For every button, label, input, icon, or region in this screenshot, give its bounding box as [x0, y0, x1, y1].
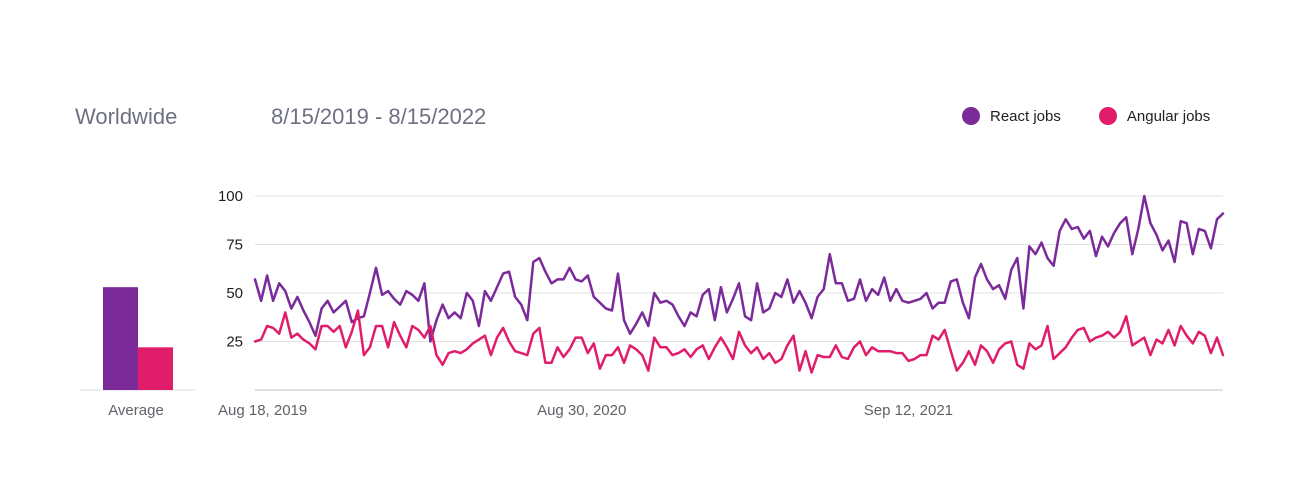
- region-label[interactable]: Worldwide: [75, 104, 178, 129]
- average-bar-react[interactable]: [103, 287, 138, 390]
- average-bar-angular[interactable]: [138, 347, 173, 390]
- y-tick-label: 75: [226, 237, 243, 254]
- y-axis: 25 50 75 100: [218, 188, 243, 351]
- legend-label-react: React jobs: [990, 107, 1061, 125]
- x-tick-label: Aug 30, 2020: [537, 402, 626, 419]
- series-lines: [253, 194, 1225, 374]
- legend: React jobs Angular jobs: [962, 107, 1210, 125]
- date-range-label[interactable]: 8/15/2019 - 8/15/2022: [271, 104, 487, 129]
- y-tick-label: 50: [226, 285, 243, 302]
- y-tick-label: 25: [226, 334, 243, 351]
- y-tick-label: 100: [218, 188, 243, 205]
- legend-item-angular[interactable]: Angular jobs: [1098, 107, 1211, 125]
- average-label: Average: [108, 402, 164, 419]
- average-chart: Average: [80, 287, 196, 419]
- grid: [255, 195, 1223, 391]
- series-line-angular[interactable]: [253, 309, 1225, 374]
- react-legend-dot-icon: [962, 107, 980, 125]
- angular-legend-dot-icon: [1098, 107, 1117, 125]
- x-tick-label: Sep 12, 2021: [864, 402, 953, 419]
- series-line-react[interactable]: [253, 194, 1225, 343]
- x-axis: Aug 18, 2019 Aug 30, 2020 Sep 12, 2021: [218, 402, 953, 419]
- legend-item-react[interactable]: React jobs: [962, 107, 1061, 125]
- x-tick-label: Aug 18, 2019: [218, 402, 307, 419]
- legend-label-angular: Angular jobs: [1126, 107, 1211, 125]
